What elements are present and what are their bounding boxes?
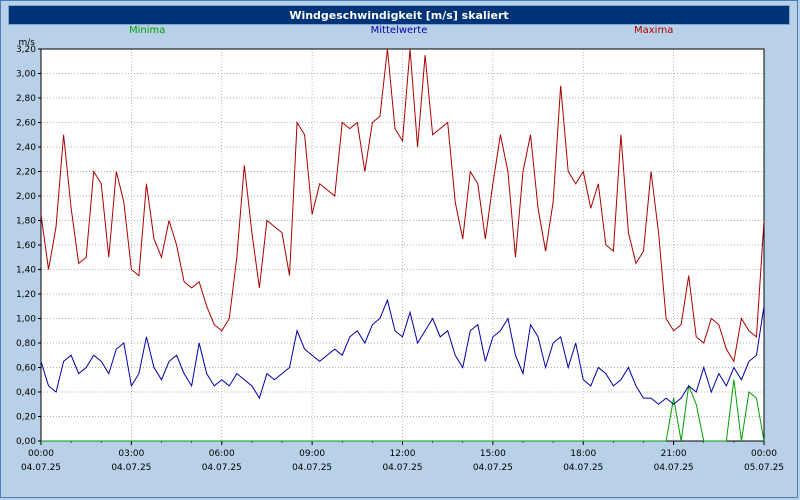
svg-text:3,20: 3,20 (16, 45, 36, 55)
svg-text:2,40: 2,40 (16, 143, 36, 153)
svg-text:04.07.25: 04.07.25 (654, 463, 694, 473)
page-title: Windgeschwindigkeit [m/s] skaliert (289, 8, 509, 22)
legend-maxima: Maxima (634, 25, 674, 36)
svg-text:m/s: m/s (19, 38, 36, 48)
svg-text:04.07.25: 04.07.25 (382, 463, 422, 473)
svg-text:12:00: 12:00 (390, 449, 416, 459)
svg-text:1,60: 1,60 (16, 241, 36, 251)
svg-text:2,60: 2,60 (16, 119, 36, 129)
svg-text:2,80: 2,80 (16, 94, 36, 104)
svg-text:0,40: 0,40 (16, 388, 36, 398)
legend-mittelwerte: Mittelwerte (370, 25, 428, 36)
svg-text:2,00: 2,00 (16, 192, 36, 202)
svg-text:00:00: 00:00 (28, 449, 54, 459)
svg-text:09:00: 09:00 (299, 449, 325, 459)
chart-legend: Minima Mittelwerte Maxima (1, 25, 797, 38)
svg-text:15:00: 15:00 (480, 449, 506, 459)
svg-text:1,80: 1,80 (16, 217, 36, 227)
svg-text:0,20: 0,20 (16, 413, 36, 423)
svg-text:04.07.25: 04.07.25 (21, 463, 61, 473)
svg-text:03:00: 03:00 (118, 449, 144, 459)
svg-text:21:00: 21:00 (661, 449, 687, 459)
svg-text:0,60: 0,60 (16, 364, 36, 374)
svg-text:04.07.25: 04.07.25 (563, 463, 603, 473)
svg-text:0,00: 0,00 (16, 437, 36, 447)
svg-text:3,00: 3,00 (16, 70, 36, 80)
svg-text:2,20: 2,20 (16, 168, 36, 178)
svg-text:05.07.25: 05.07.25 (744, 463, 784, 473)
svg-text:00:00: 00:00 (751, 449, 777, 459)
svg-text:06:00: 06:00 (209, 449, 235, 459)
title-bar: Windgeschwindigkeit [m/s] skaliert (8, 5, 790, 25)
wind-speed-chart: 0,00 0,20 0,40 0,60 0,80 1,00 1,20 1,40 1,60 1,80… (16, 38, 784, 473)
svg-text:1,40: 1,40 (16, 266, 36, 276)
svg-text:04.07.25: 04.07.25 (473, 463, 513, 473)
legend-minima: Minima (129, 25, 166, 36)
svg-text:04.07.25: 04.07.25 (111, 463, 151, 473)
svg-text:04.07.25: 04.07.25 (202, 463, 242, 473)
svg-text:18:00: 18:00 (570, 449, 596, 459)
svg-text:0,80: 0,80 (16, 339, 36, 349)
svg-text:1,00: 1,00 (16, 315, 36, 325)
svg-text:04.07.25: 04.07.25 (292, 463, 332, 473)
svg-text:1,20: 1,20 (16, 290, 36, 300)
